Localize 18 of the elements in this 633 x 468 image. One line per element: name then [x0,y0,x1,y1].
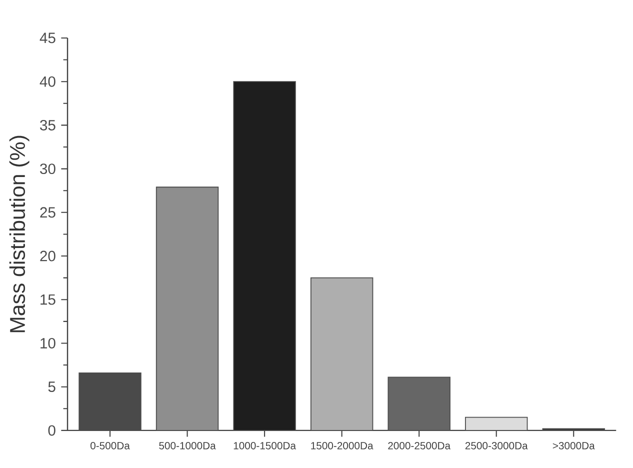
y-tick-label: 15 [40,294,56,305]
x-tick-label: 1000-1500Da [234,442,296,450]
x-tick-label: 2500-3000Da [465,442,528,450]
y-tick-label: 5 [48,381,56,392]
y-tick-label: 25 [40,206,56,218]
x-tick-label: 1500-2000Da [311,442,374,450]
y-tick-label: 45 [40,32,56,43]
y-tick-label: 10 [40,338,56,348]
y-tick-label: 35 [40,120,56,130]
y-tick-label: 30 [40,163,56,174]
y-axis-title: Mass distribution (%) [9,136,30,332]
x-tick-label: 0-500Da [90,442,130,450]
x-tick-label: 2000-2500Da [388,442,451,450]
y-tick-label: 40 [40,76,56,87]
x-tick-label: >3000Da [552,442,595,450]
y-tick-label: 0 [48,424,56,436]
x-tick-label: 500-1000Da [159,442,216,450]
y-tick-label: 20 [40,250,56,262]
